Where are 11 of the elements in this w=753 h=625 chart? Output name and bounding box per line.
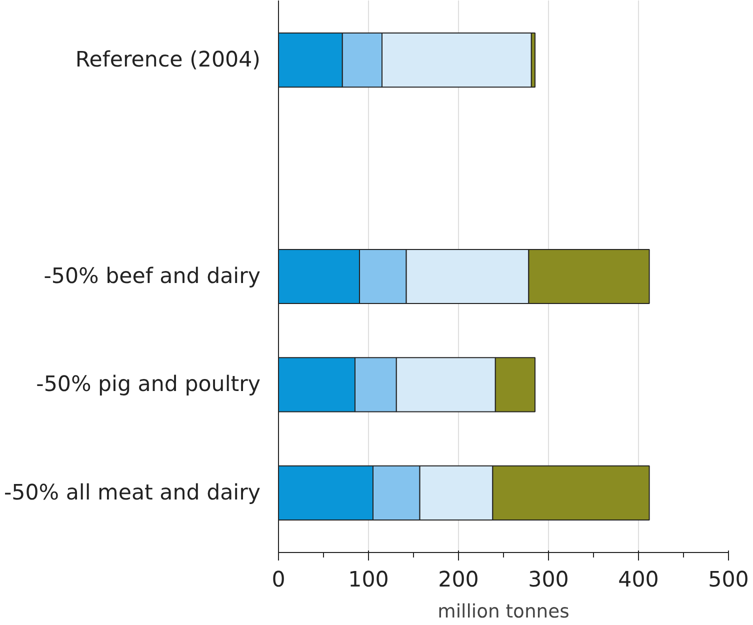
- x-tick-label: 500: [708, 568, 749, 592]
- x-tick-label: 100: [348, 568, 389, 592]
- y-tick-label: -50% all meat and dairy: [4, 480, 261, 506]
- y-tick-label: Reference (2004): [75, 48, 261, 73]
- x-tick-label: 200: [438, 568, 479, 592]
- x-axis-title: million tonnes: [438, 602, 570, 622]
- x-tick-label: 300: [528, 568, 569, 592]
- x-tick-label: 400: [618, 568, 659, 592]
- y-tick-label: -50% beef and dairy: [44, 264, 260, 289]
- y-tick-label: -50% pig and poultry: [36, 372, 261, 398]
- x-tick-label: 0: [272, 568, 286, 592]
